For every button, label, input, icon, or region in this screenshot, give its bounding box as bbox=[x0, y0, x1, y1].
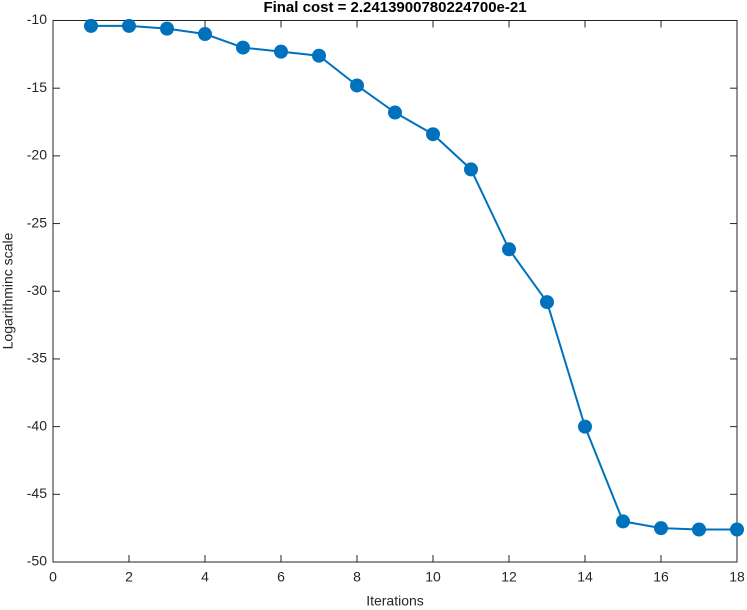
marker bbox=[274, 44, 288, 59]
marker bbox=[464, 162, 478, 177]
marker bbox=[350, 78, 364, 93]
marker bbox=[502, 242, 516, 257]
y-tick-label: -20 bbox=[27, 147, 47, 163]
y-tick-label: -10 bbox=[27, 11, 47, 27]
marker bbox=[578, 419, 592, 434]
x-tick-label: 4 bbox=[201, 569, 209, 585]
y-tick-label: -25 bbox=[27, 214, 47, 230]
plot-area bbox=[52, 20, 738, 563]
y-tick-label: -35 bbox=[27, 350, 47, 366]
y-tick-label: -15 bbox=[27, 79, 47, 95]
x-tick-label: 2 bbox=[125, 569, 133, 585]
y-tick-label: -40 bbox=[27, 417, 47, 433]
marker bbox=[122, 18, 136, 33]
x-tick-label: 0 bbox=[49, 569, 57, 585]
marker bbox=[312, 48, 326, 63]
marker bbox=[692, 522, 706, 537]
y-tick-label: -50 bbox=[27, 553, 47, 569]
marker bbox=[730, 522, 744, 537]
marker bbox=[654, 521, 668, 536]
y-tick-label: -45 bbox=[27, 485, 47, 501]
line bbox=[91, 24, 737, 531]
x-tick-label: 14 bbox=[577, 569, 593, 585]
x-tick-label: 16 bbox=[653, 569, 669, 585]
marker bbox=[540, 295, 554, 310]
marker bbox=[236, 40, 250, 55]
marker bbox=[388, 105, 402, 120]
marker bbox=[160, 21, 174, 36]
y-axis-label: Logarithminc scale bbox=[0, 232, 16, 349]
marker bbox=[616, 514, 630, 529]
x-tick-label: 18 bbox=[729, 569, 745, 585]
x-tick-label: 10 bbox=[425, 569, 441, 585]
x-tick-label: 6 bbox=[277, 569, 285, 585]
marker bbox=[426, 127, 440, 142]
chart-title: Final cost = 2.2413900780224700e-21 bbox=[263, 0, 526, 16]
x-axis-label: Iterations bbox=[366, 593, 424, 609]
x-tick-label: 12 bbox=[501, 569, 517, 585]
y-tick-label: -30 bbox=[27, 282, 47, 298]
marker bbox=[198, 27, 212, 42]
x-tick-label: 8 bbox=[353, 569, 361, 585]
marker bbox=[84, 18, 98, 33]
